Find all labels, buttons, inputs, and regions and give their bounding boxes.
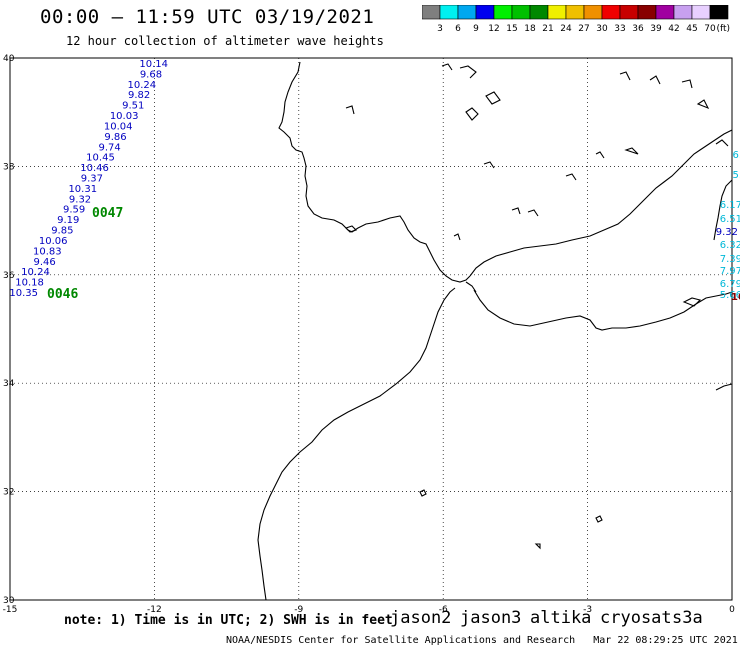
colorbar-tick-label: 15 <box>506 24 517 34</box>
track-value-label: 10.24 <box>128 80 157 91</box>
track-value-label: 9.85 <box>51 226 73 237</box>
longitude-label: -3 <box>583 605 592 615</box>
track-value-label: 6.51 <box>720 214 740 225</box>
track-value-label: 9.68 <box>140 69 162 80</box>
graticule <box>10 58 732 600</box>
track-value-label: 6.17 <box>720 200 740 211</box>
colorbar-unit-label: (ft) <box>716 24 730 34</box>
longitude-label: -9 <box>294 605 303 615</box>
jason3-track-values: 6. 5. 6.17 6.51 6.32 7.397.97 6.795.66 9.32 <box>716 150 740 301</box>
legend-altika: altika <box>530 608 592 628</box>
latitude-label: 32 <box>3 488 14 498</box>
track-value-label: 9.32 <box>716 227 738 238</box>
pass-label-0047: 0047 <box>92 206 123 221</box>
track-value-label: 9.86 <box>104 132 126 143</box>
longitude-label: 0 <box>729 605 735 615</box>
track-value-label: 10.06 <box>39 236 68 247</box>
map-title: 00:00 – 11:59 UTC 03/19/2021 <box>40 6 375 28</box>
credit-line: NOAA/NESDIS Center for Satellite Applica… <box>226 635 738 646</box>
wave-height-colorbar: 3 6 9 12 15 18 21 24 27 30 33 36 39 42 45 70 (ft) <box>422 5 730 34</box>
track-value-label: 10.31 <box>68 184 97 195</box>
colorbar-tick-label: 18 <box>524 24 536 34</box>
track-value-label: 6.79 <box>720 279 740 290</box>
track-value-label: 9.74 <box>98 142 120 153</box>
track-value-label: 10.18 <box>15 278 44 289</box>
colorbar-tick-label: 39 <box>650 24 662 34</box>
track-value-label: 9.46 <box>33 257 55 268</box>
track-value-label: 7.97 <box>720 266 740 277</box>
legend-s3a: s3a <box>672 608 703 628</box>
colorbar-tick-label: 27 <box>578 24 589 34</box>
colorbar-tick-label: 12 <box>488 24 499 34</box>
legend-cryosat: cryosat <box>600 608 672 628</box>
map-subtitle: 12 hour collection of altimeter wave hei… <box>66 34 384 48</box>
track-value-label: 7.39 <box>720 254 740 265</box>
latitude-label: 38 <box>3 162 15 172</box>
longitude-label: -15 <box>3 605 18 615</box>
track-value-label: 10.14 <box>139 59 168 70</box>
legend-jason2: jason2 <box>390 608 452 628</box>
colorbar-tick-label: 36 <box>632 24 644 34</box>
longitude-label: -6 <box>439 605 448 615</box>
colorbar-tick-label: 70 <box>704 24 716 34</box>
colorbar-tick-label: 30 <box>596 24 608 34</box>
colorbar-tick-label: 24 <box>560 24 572 34</box>
colorbar-tick-label: 3 <box>437 24 443 34</box>
colorbar-tick-label: 21 <box>542 24 553 34</box>
generation-timestamp: Mar 22 08:29:25 UTC 2021 <box>593 635 738 646</box>
latitude-label: 40 <box>3 54 15 64</box>
colorbar-tick-label: 45 <box>686 24 697 34</box>
track-value-label: 10.46 <box>80 163 109 174</box>
map-frame <box>9 57 733 601</box>
track-value-label: 9.51 <box>122 101 144 112</box>
pass-label-0046: 0046 <box>47 287 78 302</box>
colorbar-tick-label: 42 <box>668 24 679 34</box>
colorbar-tick-label: 6 <box>455 24 461 34</box>
track-value-label: 5. <box>732 170 740 181</box>
coastline <box>257 61 733 601</box>
longitude-label: -12 <box>147 605 162 615</box>
credit-text: NOAA/NESDIS Center for Satellite Applica… <box>226 635 576 646</box>
track-value-label: 9.82 <box>128 90 150 101</box>
footnote: note: 1) Time is in UTC; 2) SWH is in fe… <box>64 613 393 628</box>
latitude-label: 36 <box>3 271 15 281</box>
jason2-track-values: 10.149.6810.249.829.5110.0310.049.869.74… <box>9 59 168 299</box>
track-value-label: 6.32 <box>720 240 740 251</box>
axis-labels: -15 -12 -9 -6 -3 0 40 38 36 34 32 30 <box>3 54 735 615</box>
track-value-label: 9.59 <box>63 205 85 216</box>
track-value-label: 10.35 <box>9 288 38 299</box>
track-value-label: 10.03 <box>110 111 139 122</box>
track-value-label: 9.32 <box>69 194 91 205</box>
latitude-label: 30 <box>3 596 15 606</box>
track-value-label: 10.24 <box>21 267 50 278</box>
latitude-label: 34 <box>3 379 15 389</box>
track-value-label: 10.04 <box>104 121 133 132</box>
colorbar-tick-label: 33 <box>614 24 625 34</box>
track-value-label: 10.45 <box>86 153 115 164</box>
colorbar-swatch <box>709 5 729 20</box>
edge-value-label: 10 <box>731 292 740 303</box>
track-value-label: 9.37 <box>81 174 103 185</box>
track-value-label: 9.19 <box>57 215 79 226</box>
track-value-label: 10.83 <box>33 246 62 257</box>
legend-jason3: jason3 <box>460 608 522 628</box>
track-value-label: 5.66 <box>720 290 740 301</box>
colorbar-tick-label: 9 <box>473 24 479 34</box>
track-value-label: 6. <box>732 150 740 161</box>
